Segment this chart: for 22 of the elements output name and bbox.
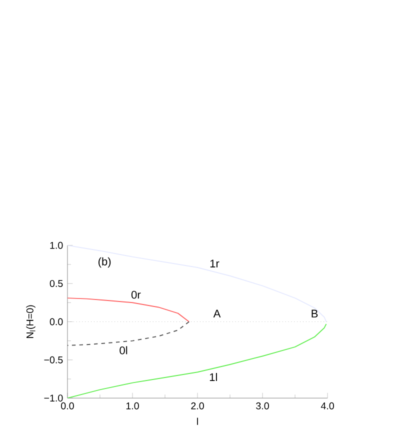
series-label: 0r — [132, 290, 141, 299]
annotation: B — [312, 310, 318, 318]
line-series — [68, 321, 190, 346]
y-tick-label: 0.0 — [50, 318, 63, 326]
annotation: (b) — [98, 257, 111, 268]
y-tick-label: 1.0 — [50, 242, 63, 249]
x-tick-label: 4.0 — [321, 402, 334, 410]
y-tick-label: −1.0 — [44, 394, 63, 402]
x-tick-label: 1.0 — [126, 402, 140, 410]
x-tick-label: 2.0 — [191, 402, 204, 410]
series-label: 1l — [210, 372, 218, 381]
y-tick-label: 0.5 — [50, 280, 63, 288]
line-series — [68, 245, 327, 322]
x-axis-title: l — [197, 418, 198, 425]
x-tick-label: 0.0 — [61, 402, 74, 410]
series-label: 1r — [210, 260, 220, 268]
x-tick-label: 3.0 — [256, 402, 270, 410]
y-axis-title: N$_{l}$(H=0) — [26, 305, 36, 338]
series-label: 0l — [120, 346, 128, 354]
line-series — [68, 298, 190, 322]
y-tick-label: −0.5 — [44, 356, 63, 364]
annotation: A — [213, 310, 221, 318]
